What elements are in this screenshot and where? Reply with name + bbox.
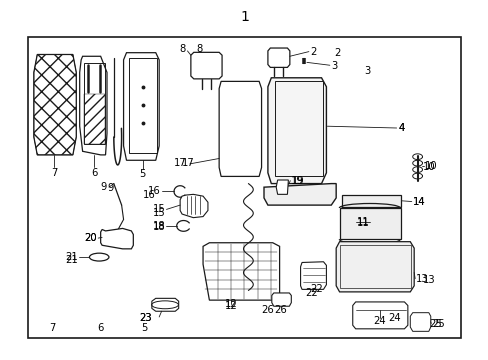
Text: 13: 13 bbox=[422, 275, 434, 285]
Text: 14: 14 bbox=[412, 197, 425, 207]
Text: 25: 25 bbox=[428, 319, 441, 329]
Polygon shape bbox=[34, 54, 76, 155]
Text: 3: 3 bbox=[363, 66, 369, 76]
Polygon shape bbox=[190, 52, 222, 79]
Polygon shape bbox=[339, 208, 400, 239]
Text: 23: 23 bbox=[140, 313, 152, 323]
Text: 18: 18 bbox=[153, 222, 165, 232]
Polygon shape bbox=[123, 53, 159, 160]
Polygon shape bbox=[267, 78, 326, 184]
Text: 4: 4 bbox=[397, 123, 404, 133]
Polygon shape bbox=[335, 242, 413, 292]
Text: 6: 6 bbox=[97, 323, 103, 333]
Text: 18: 18 bbox=[153, 221, 165, 231]
Text: 4: 4 bbox=[397, 123, 404, 133]
Polygon shape bbox=[341, 195, 400, 207]
Text: 16: 16 bbox=[142, 190, 156, 200]
Text: 3: 3 bbox=[330, 61, 337, 71]
Text: 7: 7 bbox=[51, 168, 58, 178]
Text: 8: 8 bbox=[180, 44, 185, 54]
Text: 2: 2 bbox=[310, 46, 316, 57]
Polygon shape bbox=[264, 184, 335, 205]
Text: 10: 10 bbox=[422, 162, 434, 172]
Text: 10: 10 bbox=[424, 161, 437, 171]
Text: 9: 9 bbox=[107, 183, 113, 193]
Text: 2: 2 bbox=[334, 48, 341, 58]
Text: 26: 26 bbox=[261, 305, 274, 315]
Polygon shape bbox=[152, 298, 178, 311]
Text: 20: 20 bbox=[84, 233, 97, 243]
Polygon shape bbox=[352, 302, 407, 329]
Text: 21: 21 bbox=[65, 252, 78, 262]
Polygon shape bbox=[80, 56, 107, 155]
Text: 8: 8 bbox=[196, 44, 203, 54]
Polygon shape bbox=[180, 194, 207, 218]
Polygon shape bbox=[300, 262, 326, 289]
Text: 5: 5 bbox=[139, 168, 145, 179]
Text: 11: 11 bbox=[356, 218, 368, 228]
Text: 19: 19 bbox=[292, 176, 305, 186]
Text: 21: 21 bbox=[65, 255, 78, 265]
Text: 14: 14 bbox=[412, 197, 425, 207]
Text: 25: 25 bbox=[431, 319, 444, 329]
Text: 23: 23 bbox=[140, 313, 152, 323]
Bar bbox=[83, 94, 104, 144]
Text: 17: 17 bbox=[182, 158, 194, 168]
Polygon shape bbox=[267, 48, 289, 67]
Text: 12: 12 bbox=[224, 301, 237, 311]
Text: 24: 24 bbox=[373, 316, 386, 325]
Bar bbox=[27, 37, 461, 338]
Text: 11: 11 bbox=[356, 217, 368, 227]
Polygon shape bbox=[276, 180, 288, 194]
Text: 17: 17 bbox=[173, 158, 186, 168]
Text: 6: 6 bbox=[91, 168, 97, 178]
Text: 7: 7 bbox=[49, 323, 55, 333]
Text: 12: 12 bbox=[224, 299, 237, 309]
Text: 20: 20 bbox=[84, 233, 97, 243]
Text: 9: 9 bbox=[101, 182, 107, 192]
Text: 16: 16 bbox=[147, 186, 160, 197]
Text: 22: 22 bbox=[305, 288, 318, 298]
Text: 1: 1 bbox=[240, 10, 248, 24]
Text: 26: 26 bbox=[274, 305, 287, 315]
Text: 19: 19 bbox=[290, 176, 303, 186]
Polygon shape bbox=[271, 293, 291, 306]
Polygon shape bbox=[203, 243, 279, 300]
Text: 15: 15 bbox=[152, 208, 165, 218]
Polygon shape bbox=[219, 81, 261, 176]
Text: 5: 5 bbox=[141, 323, 147, 333]
Text: 13: 13 bbox=[415, 274, 428, 284]
Polygon shape bbox=[101, 228, 133, 249]
Text: 24: 24 bbox=[387, 313, 400, 323]
Polygon shape bbox=[409, 313, 430, 331]
Text: 15: 15 bbox=[152, 204, 165, 215]
Text: 22: 22 bbox=[310, 284, 323, 294]
